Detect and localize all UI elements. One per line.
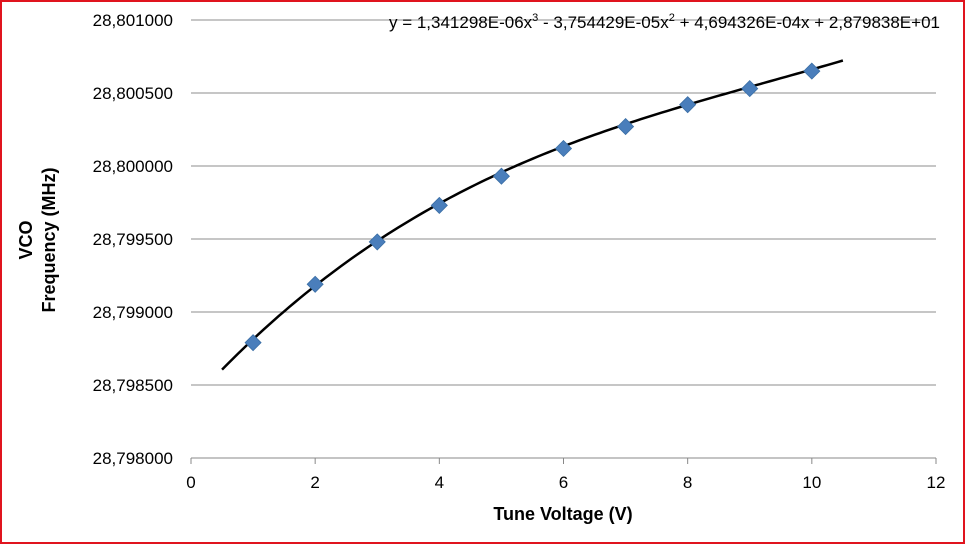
- x-tick-label: 6: [559, 473, 568, 492]
- y-tick-label: 28,799000: [93, 303, 173, 322]
- y-tick-label: 28,800000: [93, 157, 173, 176]
- data-point: [430, 196, 448, 214]
- data-point: [617, 118, 635, 136]
- x-tick-label: 4: [435, 473, 444, 492]
- data-point: [306, 275, 324, 293]
- data-point: [554, 139, 573, 158]
- trendline: [221, 59, 844, 371]
- data-point: [492, 167, 510, 185]
- trendline-equation: y = 1,341298E-06x3 - 3,754429E-05x2 + 4,…: [389, 12, 940, 32]
- y-tick-label: 28,799500: [93, 230, 173, 249]
- y-axis-title-line-2: Frequency (MHz): [39, 167, 59, 312]
- x-axis-title: Tune Voltage (V): [493, 504, 632, 524]
- y-tick-label: 28,801000: [93, 11, 173, 30]
- y-tick-label: 28,798500: [93, 376, 173, 395]
- data-point: [368, 233, 386, 251]
- x-tick-label: 2: [310, 473, 319, 492]
- y-tick-label: 28,798000: [93, 449, 173, 468]
- x-tick-label: 8: [683, 473, 692, 492]
- data-point: [244, 334, 262, 352]
- data-point: [803, 62, 821, 80]
- x-tick-label: 0: [186, 473, 195, 492]
- data-point: [741, 80, 759, 98]
- data-point: [679, 96, 697, 114]
- y-axis-title-line-1: VCO: [16, 220, 36, 259]
- grid-lines: [191, 19, 936, 386]
- x-axis-ticks: 0 2 4 6 8 10 12: [186, 458, 945, 492]
- x-tick-label: 12: [927, 473, 946, 492]
- y-axis-ticks: 28,798000 28,798500 28,799000 28,799500 28,8…: [93, 11, 173, 468]
- data-points: [244, 62, 821, 352]
- y-tick-label: 28,800500: [93, 84, 173, 103]
- x-tick-label: 10: [802, 473, 821, 492]
